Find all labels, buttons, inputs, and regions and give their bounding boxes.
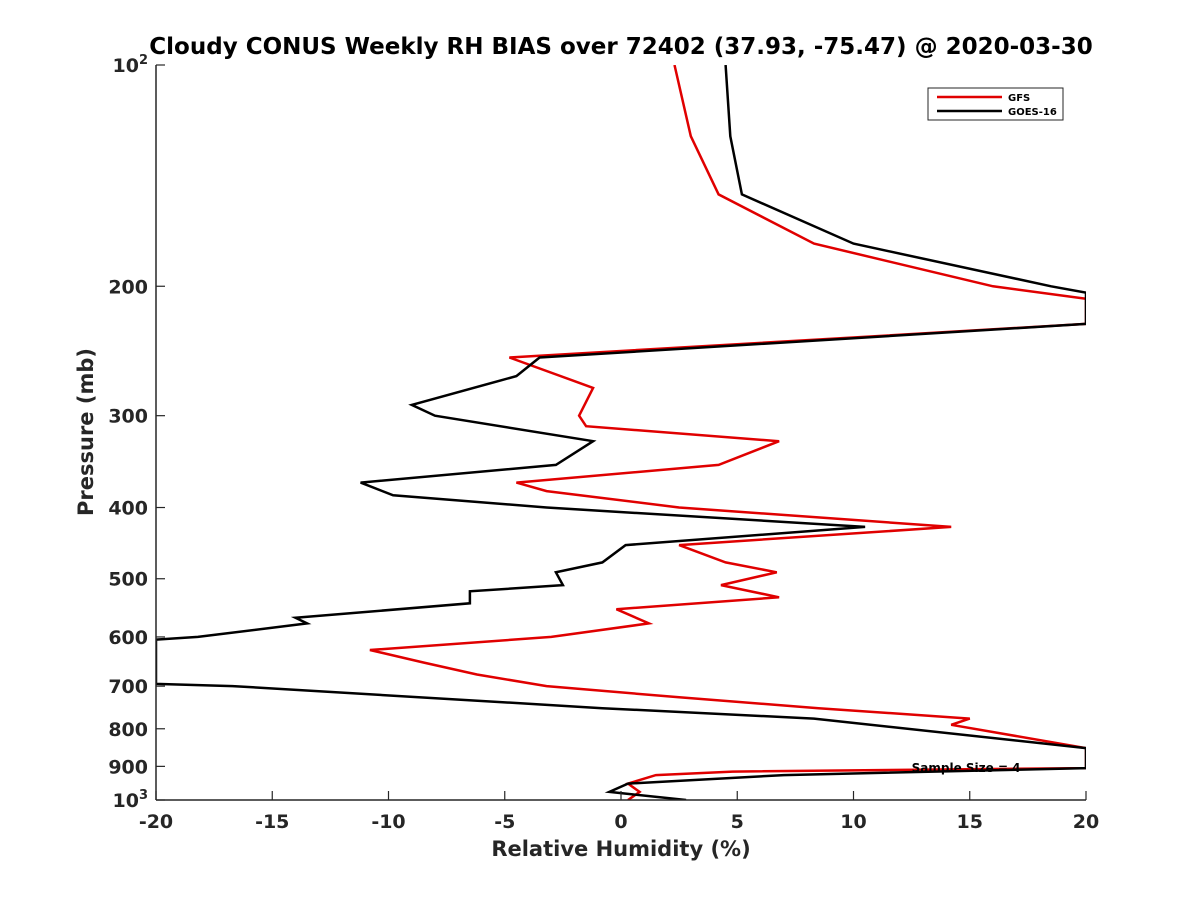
y-tick-label: 500 xyxy=(108,569,148,591)
y-tick-label: 300 xyxy=(108,406,148,428)
y-ticks: 102 200 300 400 500 600 700 800 900 103 xyxy=(108,53,165,812)
sample-size-note: Sample Size = 4 xyxy=(912,761,1021,775)
y-tick-label: 600 xyxy=(108,627,148,649)
y-tick-label: 103 xyxy=(113,788,149,812)
series-layer xyxy=(156,65,1086,800)
x-tick-label: -5 xyxy=(494,811,515,833)
legend-label-gfs: GFS xyxy=(1008,93,1030,104)
x-tick-label: -15 xyxy=(255,811,289,833)
x-tick-label: -20 xyxy=(139,811,173,833)
y-tick-label: 102 xyxy=(113,53,149,77)
x-tick-label: 0 xyxy=(614,811,627,833)
x-ticks: -20 -15 -10 -5 0 5 10 15 20 xyxy=(139,791,1099,833)
legend-label-goes-16: GOES-16 xyxy=(1008,107,1057,118)
y-tick-label: 800 xyxy=(108,719,148,741)
x-tick-label: 20 xyxy=(1073,811,1099,833)
y-tick-label: 700 xyxy=(108,676,148,698)
x-axis-label: Relative Humidity (%) xyxy=(491,837,750,861)
x-tick-label: -10 xyxy=(371,811,405,833)
y-axis-label: Pressure (mb) xyxy=(74,348,98,516)
y-tick-label: 200 xyxy=(108,276,148,298)
legend-box xyxy=(927,87,1064,121)
x-tick-label: 10 xyxy=(840,811,866,833)
chart-title: Cloudy CONUS Weekly RH BIAS over 72402 (… xyxy=(149,34,1092,60)
series-line-gfs xyxy=(369,65,1086,800)
x-tick-label: 5 xyxy=(731,811,744,833)
series-line-goes-16 xyxy=(156,65,1086,800)
legend: GFS GOES-16 xyxy=(927,87,1064,121)
y-tick-label: 400 xyxy=(108,498,148,520)
x-tick-label: 15 xyxy=(957,811,983,833)
y-tick-label: 900 xyxy=(108,756,148,778)
